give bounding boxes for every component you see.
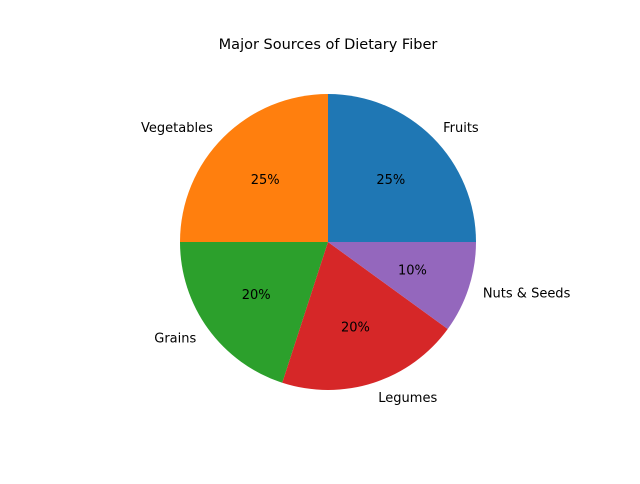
slice-percent-nuts-seeds: 10% — [398, 263, 427, 278]
slice-label-fruits: Fruits — [443, 121, 479, 136]
pie-slice-vegetables — [180, 94, 328, 242]
pie-slice-legumes — [282, 242, 448, 390]
chart-title: Major Sources of Dietary Fiber — [219, 37, 438, 53]
pie-slice-grains — [180, 242, 328, 383]
slice-label-nuts-seeds: Nuts & Seeds — [483, 286, 571, 301]
pie-slice-nuts-seeds — [328, 242, 476, 329]
slice-percent-fruits: 25% — [376, 173, 405, 188]
pie-slice-fruits — [328, 94, 476, 242]
slice-label-legumes: Legumes — [378, 391, 437, 406]
slice-percent-grains: 20% — [242, 288, 271, 303]
slice-percent-vegetables: 25% — [251, 173, 280, 188]
slice-label-vegetables: Vegetables — [141, 121, 213, 136]
slice-percent-legumes: 20% — [341, 320, 370, 335]
slice-label-grains: Grains — [154, 332, 196, 347]
